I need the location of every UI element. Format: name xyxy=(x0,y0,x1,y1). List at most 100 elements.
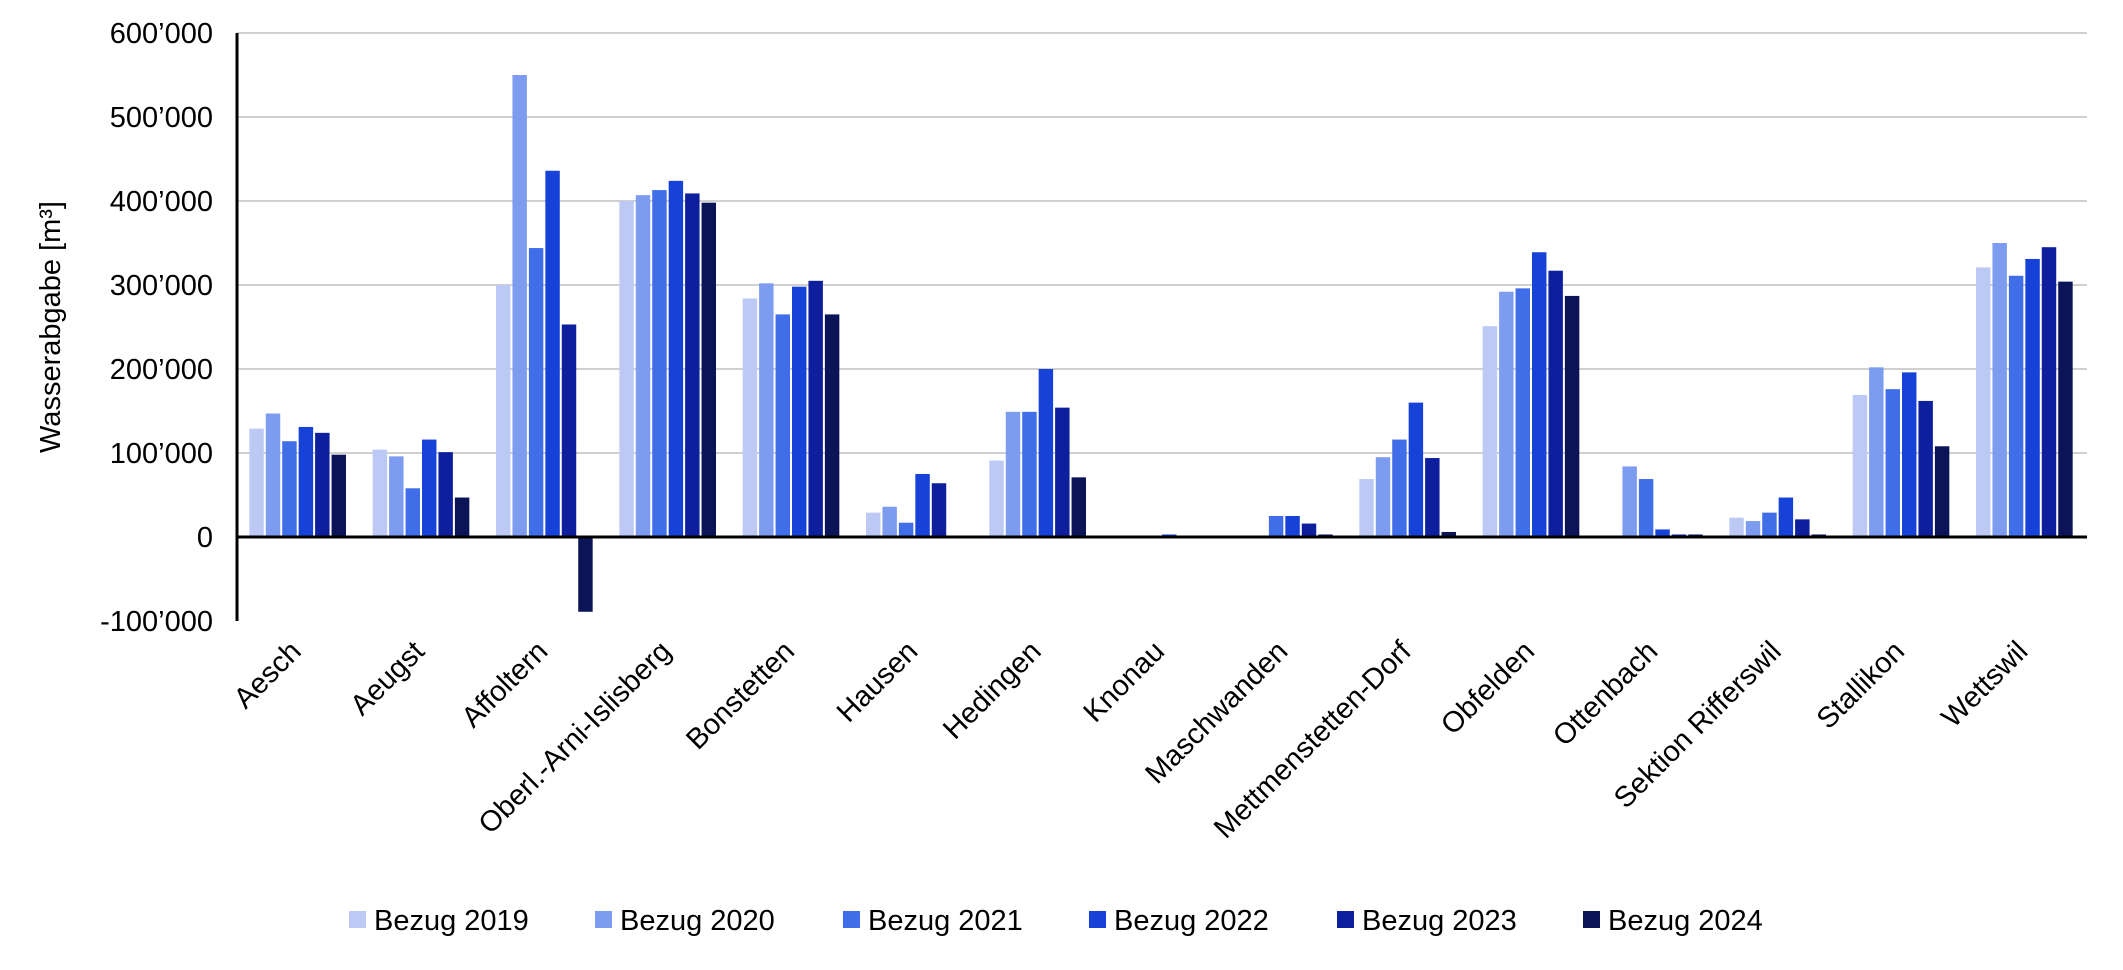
bar xyxy=(282,441,297,537)
bar xyxy=(265,413,281,537)
y-tick-label: 500’000 xyxy=(110,102,213,134)
bar xyxy=(1268,516,1284,537)
y-tick-labels: -100’000 0 100’000 200’000 300’000 400’000 500… xyxy=(100,18,213,638)
bar xyxy=(1852,395,1868,537)
bar xyxy=(1408,402,1424,537)
bar xyxy=(1392,439,1407,537)
bar xyxy=(1375,457,1391,537)
bar xyxy=(315,432,330,537)
y-tick-label: 400’000 xyxy=(110,186,213,218)
y-axis-title: Wasserabgabe [m³] xyxy=(35,201,67,453)
legend-label: Bezug 2020 xyxy=(620,905,775,937)
legend-label: Bezug 2024 xyxy=(1608,905,1763,937)
bar xyxy=(619,201,634,537)
legend-swatch xyxy=(1337,911,1354,928)
y-tick-label: 100’000 xyxy=(110,438,213,470)
bar xyxy=(389,456,404,537)
bar xyxy=(1885,389,1900,537)
bar xyxy=(578,537,593,612)
bar xyxy=(1976,267,1991,537)
legend-label: Bezug 2021 xyxy=(868,905,1023,937)
bar xyxy=(1005,411,1021,537)
x-category-label: Hedingen xyxy=(937,635,1047,745)
bar xyxy=(882,506,897,537)
bar xyxy=(1745,521,1761,537)
bar xyxy=(1992,243,2007,537)
bar xyxy=(742,298,758,537)
x-category-label: Knonau xyxy=(1078,635,1171,728)
bar xyxy=(701,202,716,537)
bar xyxy=(1918,400,1933,537)
bar xyxy=(1902,372,1917,537)
bar xyxy=(249,428,264,537)
bar xyxy=(1564,295,1580,537)
bar xyxy=(1515,288,1530,537)
bar xyxy=(685,193,700,537)
x-category-label: Aesch xyxy=(228,635,308,715)
bar xyxy=(759,283,774,537)
bar xyxy=(931,483,947,537)
bar xyxy=(1071,477,1086,537)
bar xyxy=(2008,275,2024,537)
legend-item: Bezug 2020 xyxy=(595,905,775,937)
bar xyxy=(2041,247,2057,537)
legend-label: Bezug 2022 xyxy=(1114,905,1269,937)
bar xyxy=(1934,446,1950,537)
legend: Bezug 2019 Bezug 2020 Bezug 2021 Bezug 2022… xyxy=(349,905,1763,937)
bar xyxy=(1762,512,1777,537)
bar xyxy=(298,426,314,537)
legend-item: Bezug 2019 xyxy=(349,905,529,937)
bar xyxy=(1022,411,1037,537)
bar xyxy=(331,454,346,537)
bar xyxy=(372,449,388,537)
bar xyxy=(438,452,453,537)
y-tick-label: 300’000 xyxy=(110,270,213,302)
legend-item: Bezug 2022 xyxy=(1089,905,1269,937)
bar xyxy=(1532,252,1547,538)
legend-swatch xyxy=(1583,911,1600,928)
bar xyxy=(866,512,881,537)
bar xyxy=(792,286,807,537)
x-category-label: Bonstetten xyxy=(680,635,801,756)
bar xyxy=(652,190,667,537)
y-tick-label: 0 xyxy=(197,522,213,554)
legend-swatch xyxy=(349,911,366,928)
bar xyxy=(1778,497,1794,537)
bar xyxy=(1301,523,1317,537)
bar xyxy=(915,474,930,537)
legend-swatch xyxy=(595,911,612,928)
bar xyxy=(496,285,511,537)
bar xyxy=(1655,529,1670,537)
bar xyxy=(528,248,544,538)
legend-item: Bezug 2024 xyxy=(1583,905,1763,937)
bar xyxy=(1638,479,1654,537)
bar xyxy=(1038,369,1054,537)
legend-item: Bezug 2023 xyxy=(1337,905,1517,937)
x-category-label: Aeugst xyxy=(344,635,430,721)
bar xyxy=(989,460,1004,537)
bar xyxy=(405,488,420,537)
y-tick-label: 200’000 xyxy=(110,354,213,386)
bar xyxy=(1869,367,1884,537)
x-category-label: Wettswil xyxy=(1936,635,2035,734)
bar xyxy=(824,314,840,537)
legend-item: Bezug 2021 xyxy=(843,905,1023,937)
legend-swatch xyxy=(843,911,860,928)
bar xyxy=(635,195,651,537)
bar xyxy=(808,280,823,537)
bar xyxy=(1622,466,1637,537)
bar xyxy=(2025,258,2040,537)
bar xyxy=(1055,407,1070,537)
bars-layer xyxy=(249,75,2073,612)
y-tick-label: 600’000 xyxy=(110,18,213,50)
x-category-labels: Aesch Aeugst AffolternOberl.-Arni-Islisber… xyxy=(228,635,2034,845)
bar xyxy=(1359,479,1374,537)
legend-swatch xyxy=(1089,911,1106,928)
x-category-label: Obfelden xyxy=(1435,635,1541,741)
bar xyxy=(1441,531,1456,537)
bar xyxy=(668,180,684,537)
bar xyxy=(775,314,790,537)
y-tick-label: -100’000 xyxy=(100,606,213,638)
